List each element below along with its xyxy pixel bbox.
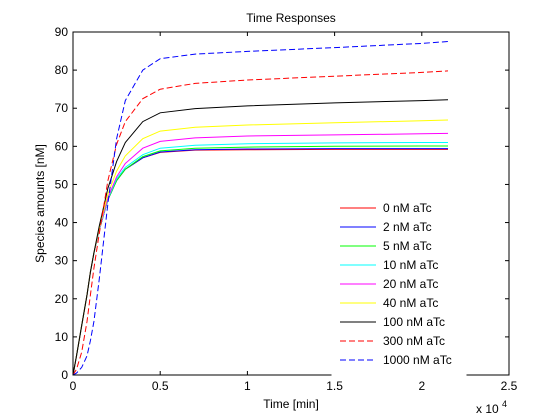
legend-label: 300 nM aTc bbox=[383, 334, 445, 348]
x-tick-label: 1.5 bbox=[326, 379, 343, 393]
x-tick-label: 0.5 bbox=[152, 379, 169, 393]
legend-label: 0 nM aTc bbox=[383, 201, 432, 215]
x-tick-label: 0 bbox=[70, 379, 77, 393]
axes-box bbox=[72, 31, 510, 376]
x-axis-label: Time [min] bbox=[263, 397, 319, 411]
y-axis-label: Species amounts [nM] bbox=[33, 144, 47, 263]
legend: 0 nM aTc 2 nM aTc 5 nM aTc 10 nM aTc 20 nM a… bbox=[331, 196, 467, 377]
y-tick-label: 10 bbox=[55, 330, 69, 344]
chart-title: Time Responses bbox=[246, 11, 336, 25]
legend-label: 5 nM aTc bbox=[383, 239, 432, 253]
x-axis-exponent: x 10 4 bbox=[476, 399, 507, 416]
legend-label: 10 nM aTc bbox=[383, 258, 438, 272]
series-line-9 bbox=[72, 41, 449, 376]
y-tick-label: 70 bbox=[55, 101, 69, 115]
x-exponent-power: 4 bbox=[502, 399, 507, 409]
y-tick-label: 80 bbox=[55, 63, 69, 77]
legend-label: 40 nM aTc bbox=[383, 296, 438, 310]
series-line-8 bbox=[72, 70, 449, 376]
y-tick-label: 60 bbox=[55, 139, 69, 153]
y-tick-label: 30 bbox=[55, 254, 69, 268]
legend-label: 100 nM aTc bbox=[383, 315, 445, 329]
x-tick-label: 1 bbox=[244, 379, 251, 393]
legend-label: 20 nM aTc bbox=[383, 277, 438, 291]
y-tick-label: 0 bbox=[61, 368, 68, 382]
axis-ticks: 0 0.5 1 1.5 2 2.5 0 10 20 30 40 50 60 70 80 90 bbox=[55, 25, 518, 393]
legend-label: 2 nM aTc bbox=[383, 220, 432, 234]
x-tick-label: 2.5 bbox=[501, 379, 518, 393]
y-tick-label: 50 bbox=[55, 177, 69, 191]
x-exponent-base: x 10 bbox=[476, 402, 499, 416]
series-line-7 bbox=[72, 99, 449, 376]
y-tick-label: 90 bbox=[55, 25, 69, 39]
x-tick-label: 2 bbox=[418, 379, 425, 393]
y-tick-label: 20 bbox=[55, 292, 69, 306]
legend-label: 1000 nM aTc bbox=[383, 353, 452, 367]
series-layer bbox=[72, 41, 449, 376]
y-tick-label: 40 bbox=[55, 216, 69, 230]
